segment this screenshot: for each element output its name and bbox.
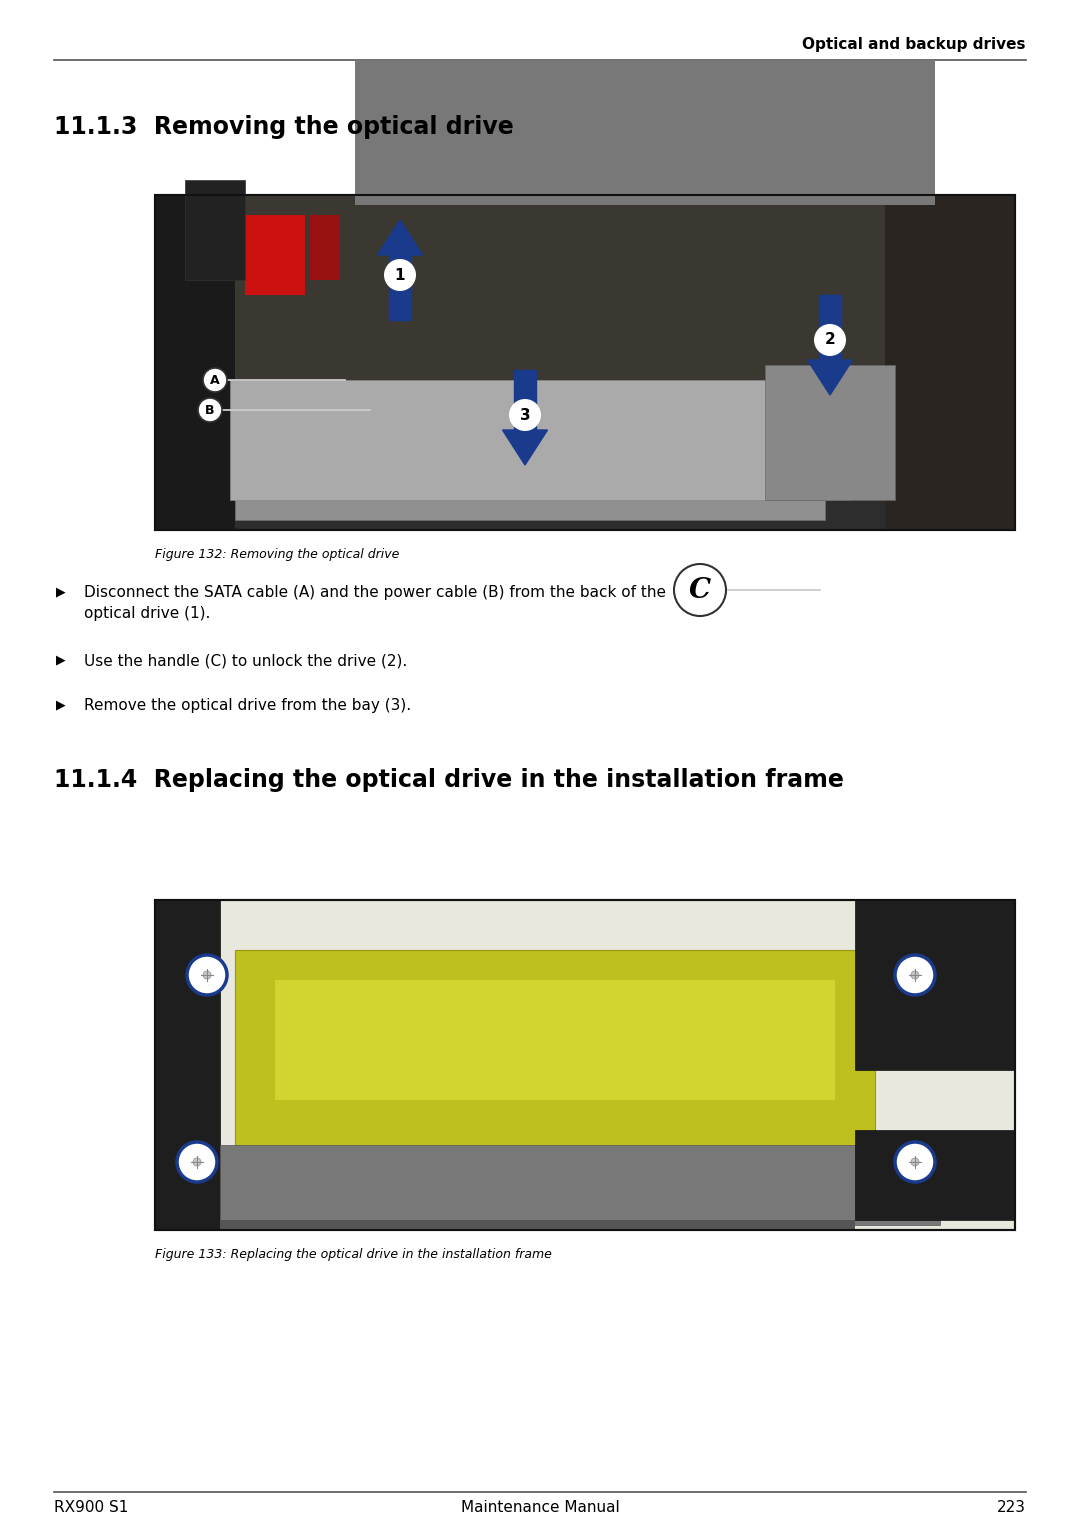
- Circle shape: [509, 398, 541, 430]
- Bar: [156, 195, 1015, 530]
- Bar: [885, 195, 1015, 530]
- Text: 3: 3: [519, 407, 530, 423]
- Bar: [275, 980, 835, 1100]
- Bar: [156, 195, 1015, 530]
- Text: Use the handle (C) to unlock the drive (2).: Use the handle (C) to unlock the drive (…: [84, 653, 407, 668]
- Text: ▶: ▶: [56, 584, 66, 598]
- Circle shape: [198, 398, 222, 423]
- Bar: [514, 369, 536, 430]
- Text: Disconnect the SATA cable (A) and the power cable (B) from the back of the
optic: Disconnect the SATA cable (A) and the po…: [84, 584, 666, 621]
- Bar: [156, 900, 1015, 1230]
- Bar: [389, 255, 411, 320]
- Text: RX900 S1: RX900 S1: [54, 1500, 129, 1515]
- Text: 11.1.3  Removing the optical drive: 11.1.3 Removing the optical drive: [54, 114, 514, 139]
- Circle shape: [895, 1141, 935, 1183]
- Text: Figure 132: Removing the optical drive: Figure 132: Removing the optical drive: [156, 548, 400, 562]
- Text: Optical and backup drives: Optical and backup drives: [802, 37, 1026, 52]
- Bar: [855, 900, 1015, 1070]
- Bar: [156, 900, 1015, 1230]
- Text: Figure 133: Replacing the optical drive in the installation frame: Figure 133: Replacing the optical drive …: [156, 1248, 552, 1260]
- Bar: [310, 215, 340, 279]
- Circle shape: [912, 1158, 919, 1166]
- Circle shape: [895, 955, 935, 995]
- Bar: [156, 195, 1015, 415]
- Text: Remove the optical drive from the bay (3).: Remove the optical drive from the bay (3…: [84, 697, 411, 713]
- Text: C: C: [689, 577, 711, 603]
- Text: ▶: ▶: [56, 653, 66, 665]
- Circle shape: [193, 1158, 201, 1166]
- Circle shape: [384, 259, 416, 291]
- Bar: [235, 385, 825, 520]
- Bar: [765, 365, 895, 501]
- Text: A: A: [211, 374, 220, 386]
- Circle shape: [203, 971, 211, 980]
- Circle shape: [177, 1141, 217, 1183]
- Text: Maintenance Manual: Maintenance Manual: [461, 1500, 619, 1515]
- Circle shape: [674, 565, 726, 617]
- Bar: [230, 380, 850, 501]
- Bar: [855, 1129, 1015, 1219]
- Bar: [235, 951, 875, 1170]
- Text: 1: 1: [395, 267, 405, 282]
- Circle shape: [203, 368, 227, 392]
- Polygon shape: [378, 220, 422, 255]
- Circle shape: [187, 955, 227, 995]
- Bar: [156, 900, 220, 1230]
- Circle shape: [814, 324, 846, 356]
- Text: B: B: [205, 403, 215, 417]
- Text: ▶: ▶: [56, 697, 66, 711]
- Bar: [355, 60, 935, 204]
- Polygon shape: [502, 430, 548, 465]
- Text: 223: 223: [997, 1500, 1026, 1515]
- Bar: [245, 215, 305, 295]
- Text: 11.1.4  Replacing the optical drive in the installation frame: 11.1.4 Replacing the optical drive in th…: [54, 768, 843, 792]
- Text: 2: 2: [825, 333, 835, 348]
- Bar: [156, 195, 235, 530]
- Bar: [220, 1144, 940, 1225]
- Bar: [220, 1219, 855, 1230]
- Bar: [185, 180, 245, 279]
- Polygon shape: [808, 360, 852, 395]
- Circle shape: [912, 971, 919, 980]
- Bar: [819, 295, 841, 360]
